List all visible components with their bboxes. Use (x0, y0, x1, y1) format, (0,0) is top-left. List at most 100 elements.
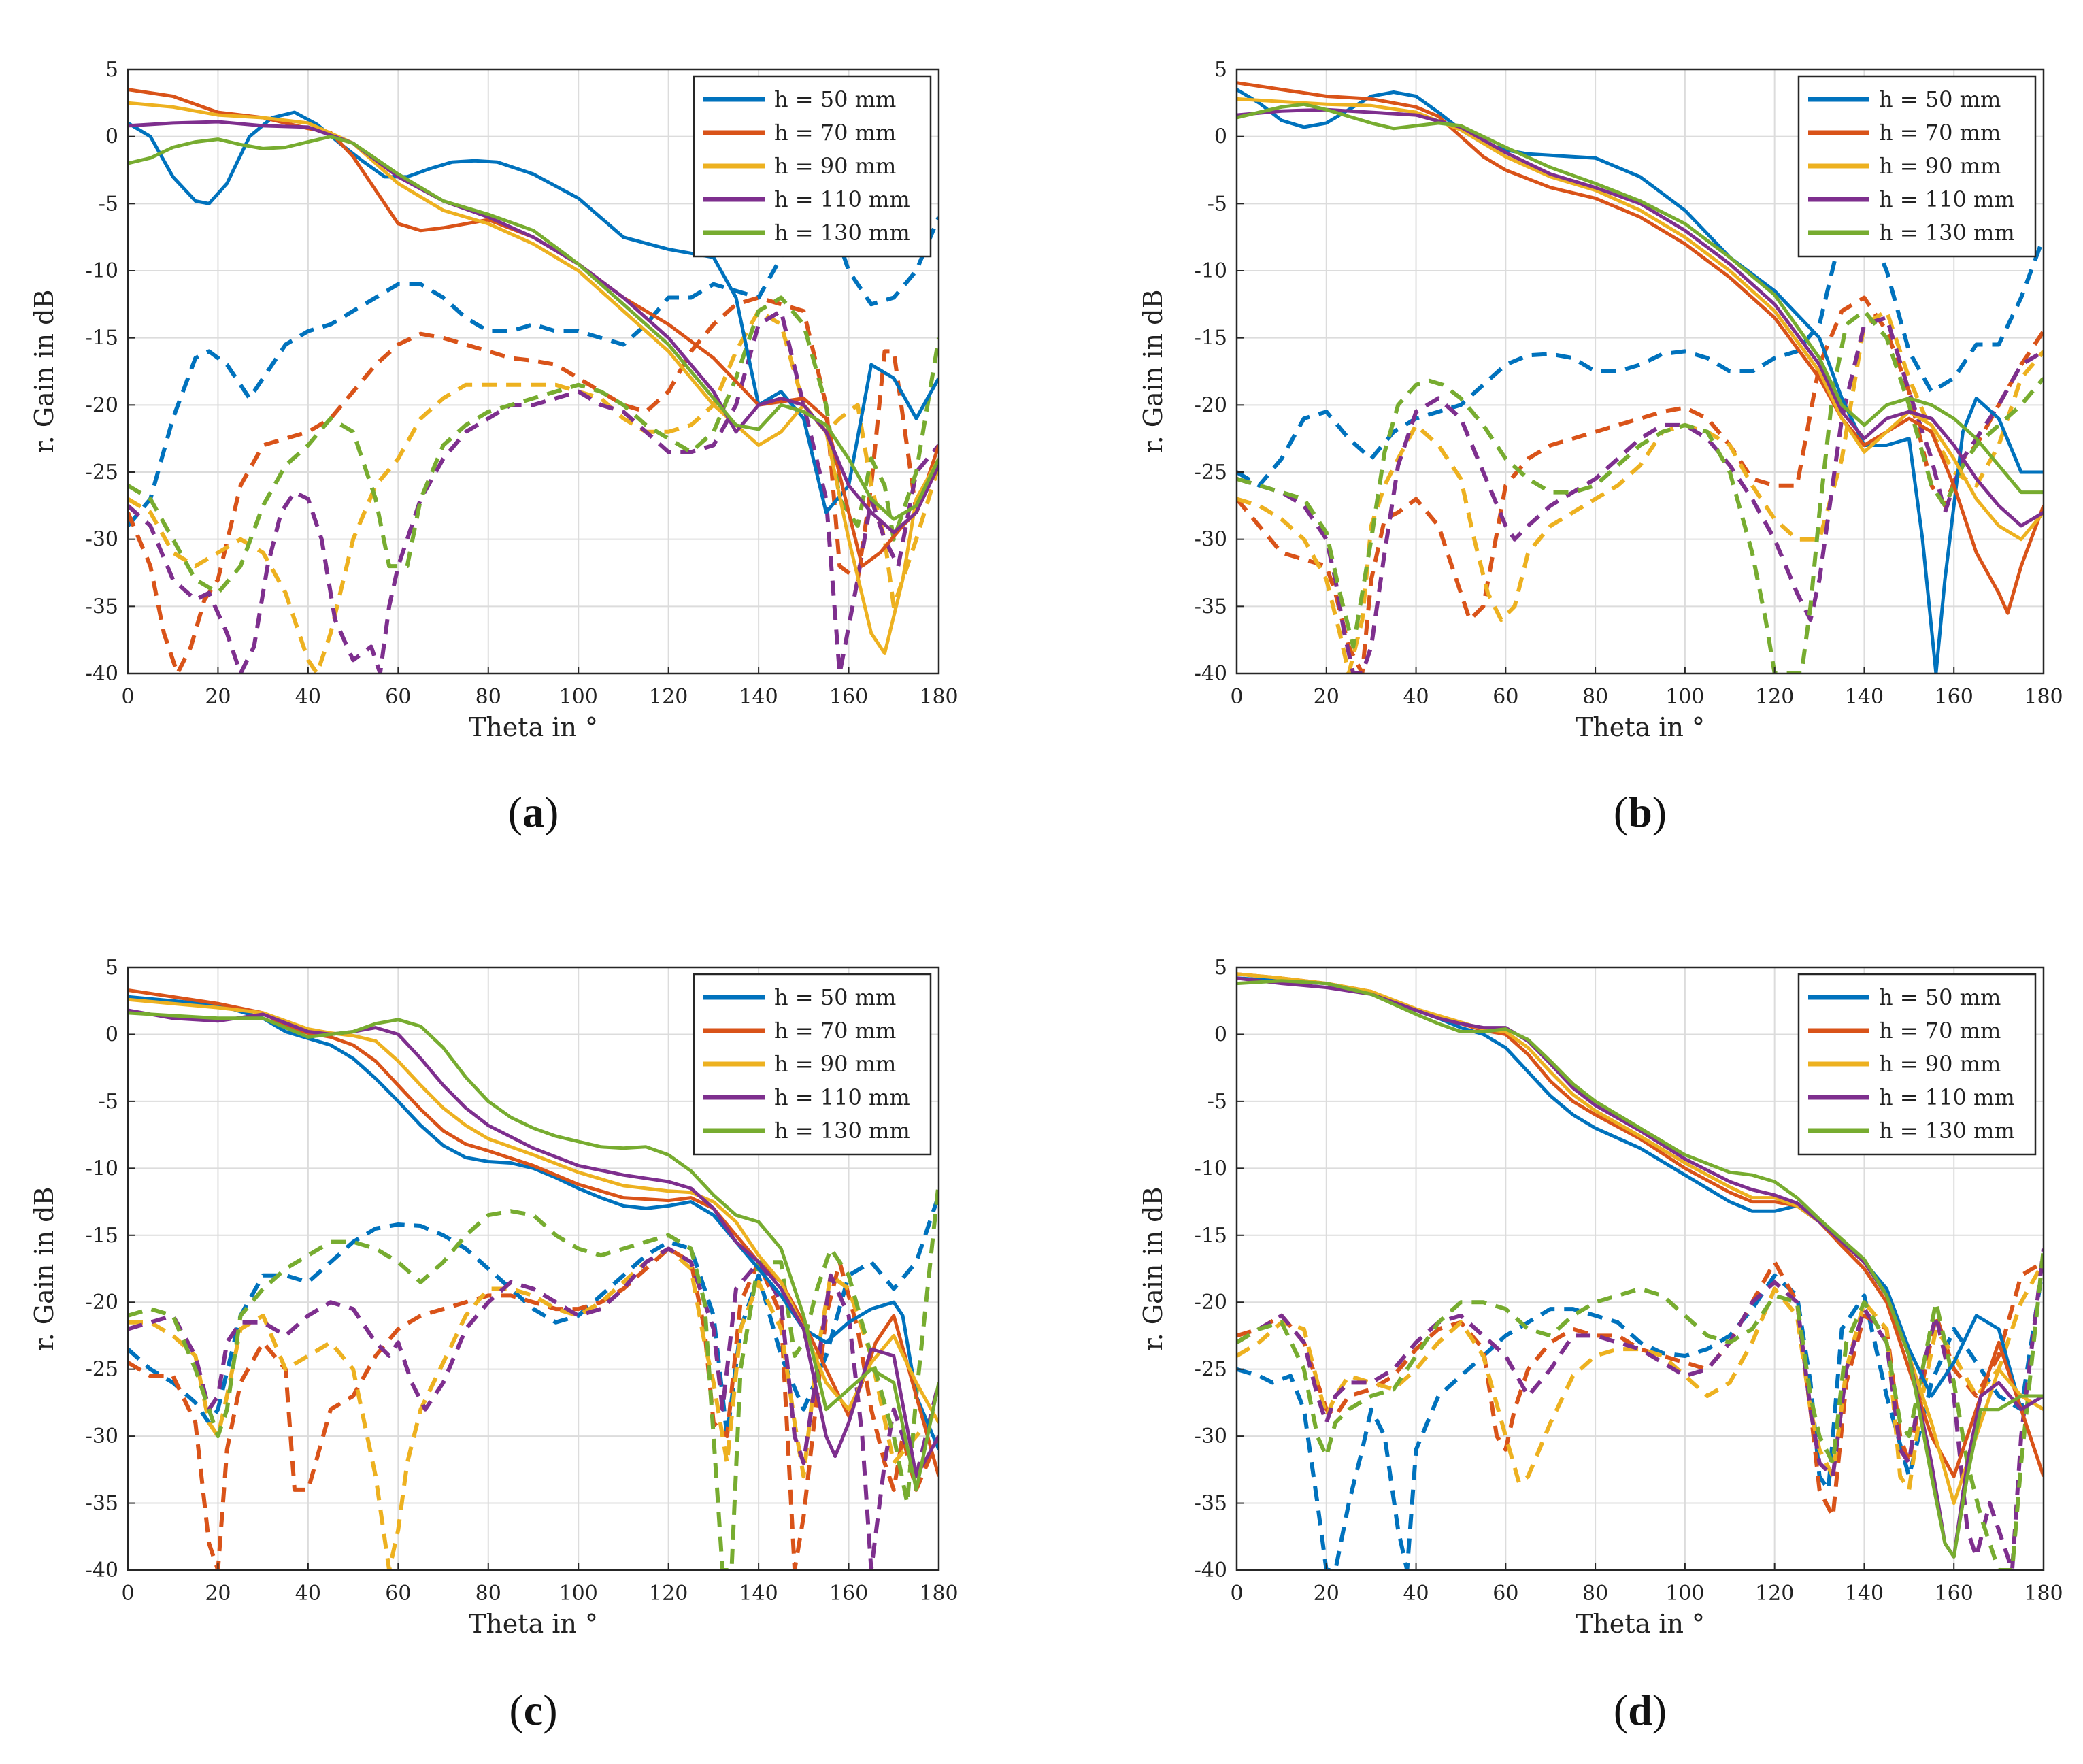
y-tick-label: -15 (1195, 327, 1227, 350)
x-tick-label: 140 (739, 1582, 778, 1605)
series-group (128, 88, 939, 673)
y-tick-label: -10 (1195, 1156, 1227, 1180)
x-tick-label: 60 (1493, 685, 1518, 709)
x-tick-label: 140 (739, 685, 778, 709)
series-line-h50-dashed (1237, 1261, 2044, 1570)
series-line-h110-dashed (1237, 1248, 2044, 1570)
x-tick-label: 60 (385, 1582, 411, 1605)
plot-frame (1235, 966, 2045, 1571)
y-axis-label: r. Gain in dB (29, 290, 59, 454)
chart-panel-c: 0 20 40 60 80 100 120 140 160 180 5 0 -5 -10 -15 -20 -25… (29, 956, 959, 1734)
plot-frame (1235, 68, 2045, 675)
x-tick-label: 120 (649, 685, 688, 709)
x-axis-label: Theta in ° (1576, 1609, 1705, 1639)
series-line-h70-dashed (128, 1246, 939, 1570)
series-group (128, 988, 939, 1570)
series-line-h130-dashed (128, 295, 939, 595)
y-tick-label: -5 (99, 192, 118, 216)
x-tick-label: 0 (121, 1582, 134, 1605)
y-axis-label: r. Gain in dB (1138, 1187, 1168, 1351)
x-tick-label: 80 (476, 685, 501, 709)
legend-entry: h = 110 mm (774, 186, 910, 212)
legend-entry: h = 110 mm (1879, 186, 2015, 212)
x-axis-label: Theta in ° (469, 712, 598, 742)
x-axis-label: Theta in ° (469, 1609, 598, 1639)
panel-caption: (a) (508, 788, 559, 836)
x-tick-label: 140 (1845, 685, 1884, 709)
legend: h = 50 mm h = 70 mm h = 90 mm h = 110 mm h =… (693, 973, 932, 1156)
series-line-h130-solid (128, 135, 939, 521)
chart-panel-d: 0 20 40 60 80 100 120 140 160 180 5 0 -5 -10 -15 -20 -25… (1138, 956, 2063, 1734)
x-tick-label: 80 (1582, 1582, 1608, 1605)
legend-entry: h = 130 mm (774, 1118, 910, 1144)
legend-entry: h = 50 mm (774, 86, 896, 112)
x-tick-label: 120 (1755, 685, 1794, 709)
legend-entry: h = 70 mm (1879, 120, 2001, 146)
y-tick-label: -15 (1195, 1224, 1227, 1248)
series-line-h50-solid (128, 995, 939, 1450)
legend: h = 50 mm h = 70 mm h = 90 mm h = 110 mm h =… (1797, 973, 2037, 1156)
series-line-h90-solid (128, 997, 939, 1424)
panel-caption: (b) (1614, 788, 1667, 836)
x-tick-label: 120 (649, 1582, 688, 1605)
y-tick-label: -5 (1207, 1090, 1227, 1114)
legend-entry: h = 90 mm (1879, 1051, 2001, 1077)
x-tick-label: 180 (2024, 1582, 2063, 1605)
legend-entry: h = 110 mm (1879, 1084, 2015, 1110)
series-line-h90-dashed (128, 309, 939, 673)
y-tick-label: -25 (86, 461, 118, 484)
y-tick-label: -40 (1195, 1559, 1227, 1582)
legend-entry: h = 70 mm (774, 1018, 896, 1044)
legend-entry: h = 90 mm (774, 153, 896, 179)
chart-panel-b: 0 20 40 60 80 100 120 140 160 180 5 0 -5 -10 -15 -20 -25… (1138, 58, 2063, 836)
legend: h = 50 mm h = 70 mm h = 90 mm h = 110 mm h =… (693, 75, 932, 258)
x-tick-label: 40 (295, 1582, 321, 1605)
x-tick-label: 60 (385, 685, 411, 709)
y-tick-label: 0 (1214, 1022, 1227, 1046)
x-tick-label: 160 (829, 1582, 868, 1605)
x-tick-label: 100 (559, 685, 598, 709)
chart-panel-a: 0 20 40 60 80 100 120 140 160 180 5 0 -5 -10 -15 -20 -25… (29, 58, 959, 836)
y-tick-label: 5 (1214, 58, 1227, 82)
y-tick-label: 0 (105, 125, 118, 149)
y-tick-label: -5 (99, 1090, 118, 1114)
legend-entry: h = 50 mm (1879, 984, 2001, 1010)
caption-open-paren: ( (1614, 1686, 1628, 1734)
y-tick-label: -15 (86, 1224, 118, 1248)
x-tick-label: 20 (205, 1582, 231, 1605)
y-tick-label: -40 (86, 1559, 118, 1582)
series-group (1237, 972, 2044, 1570)
x-tick-label: 100 (1665, 1582, 1704, 1605)
y-tick-label: -30 (1195, 1425, 1227, 1448)
x-tick-label: 80 (476, 1582, 501, 1605)
caption-letter: b (1628, 788, 1652, 836)
legend-entry: h = 70 mm (1879, 1018, 2001, 1044)
series-line-h130-solid (1237, 979, 2044, 1559)
legend-entry: h = 70 mm (774, 120, 896, 146)
x-tick-label: 20 (1314, 685, 1339, 709)
series-line-h110-dashed (128, 309, 939, 673)
caption-letter: a (522, 788, 544, 836)
legend-entry: h = 130 mm (1879, 220, 2015, 246)
legend: h = 50 mm h = 70 mm h = 90 mm h = 110 mm h =… (1797, 75, 2037, 258)
caption-letter: d (1628, 1686, 1652, 1734)
y-tick-label: -10 (86, 259, 118, 283)
y-axis-label: r. Gain in dB (29, 1187, 59, 1351)
y-tick-label: -10 (1195, 259, 1227, 283)
legend-entry: h = 90 mm (1879, 153, 2001, 179)
y-tick-label: 0 (1214, 125, 1227, 149)
legend-entry: h = 50 mm (1879, 86, 2001, 112)
y-tick-label: 5 (105, 956, 118, 980)
plot-frame (127, 68, 940, 675)
x-tick-label: 0 (1230, 1582, 1243, 1605)
x-tick-label: 180 (919, 685, 958, 709)
series-line-h110-solid (128, 120, 939, 535)
series-line-h130-dashed (1237, 1248, 2044, 1570)
caption-close-paren: ) (544, 788, 559, 836)
y-tick-label: -15 (86, 327, 118, 350)
x-tick-label: 0 (1230, 685, 1243, 709)
y-tick-label: -25 (86, 1358, 118, 1382)
legend-entry: h = 110 mm (774, 1084, 910, 1110)
y-tick-label: -20 (1195, 393, 1227, 417)
